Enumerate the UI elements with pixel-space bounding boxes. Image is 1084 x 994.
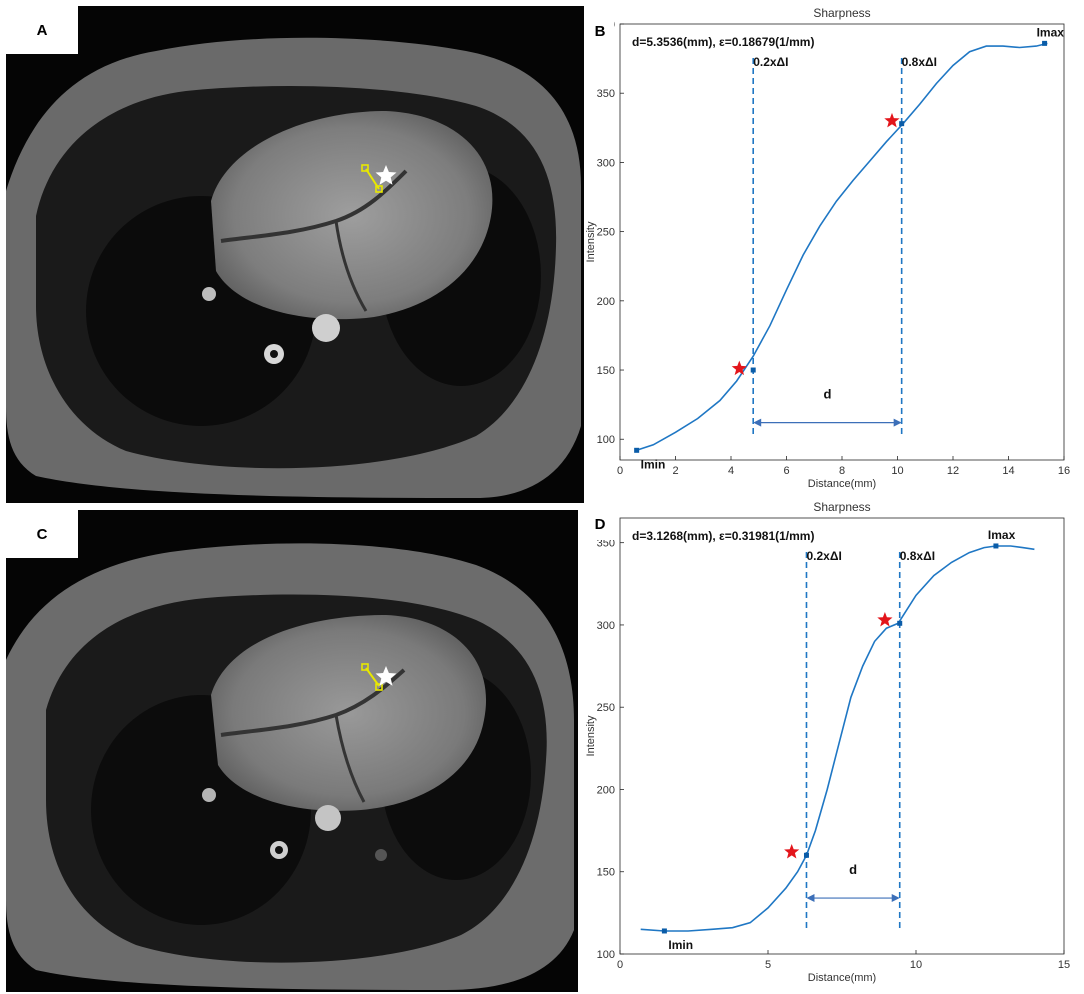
imax-label: Imax [988,528,1016,542]
threshold-point-marker [897,620,903,626]
extreme-point-marker [634,447,640,453]
panel-label-b: B [586,14,614,48]
panel-label-c: C [6,510,78,558]
arrow-head-left [753,418,762,427]
arrow-head-left [806,894,815,903]
imin-label: Imin [641,457,666,471]
x-tick-label: 15 [1058,959,1070,971]
plot-area [619,23,1065,461]
y-tick-label: 350 [597,88,615,100]
x-tick-label: 0 [617,959,623,971]
arrow-head-right [893,418,902,427]
threshold-label: 0.8xΔI [900,549,935,563]
y-tick-label: 200 [597,784,615,796]
x-axis-label: Distance(mm) [808,478,876,490]
chart-d-svg: Sharpness 0 5 10 15 100 150 200 250 300 350 Distanc… [585,500,1070,984]
distance-label: d [823,387,831,402]
extreme-point-marker [993,543,999,549]
mri-image-a [6,6,584,503]
x-tick-label: 12 [947,465,959,477]
mri-image-c [6,510,578,992]
x-tick-label: 4 [728,465,734,477]
y-tick-label: 350 [597,538,615,550]
y-tick-label: 150 [597,867,615,879]
y-axis-label: Intensity [585,221,597,262]
y-tick-label: 100 [597,949,615,961]
sharpness-annotation: d=5.3536(mm), ε=0.18679(1/mm) [632,35,814,49]
distance-label: d [849,862,857,877]
imin-label: Imin [668,938,693,952]
sharpness-chart-b: Sharpness 0 2 4 6 8 10 12 14 16 100 150 200 250 300 350… [580,0,1084,500]
red-star-icon [884,112,900,128]
sharpness-annotation: d=3.1268(mm), ε=0.31981(1/mm) [632,529,814,543]
threshold-point-marker [750,367,756,373]
x-tick-label: 0 [617,465,623,477]
y-tick-label: 300 [597,620,615,632]
red-star-icon [731,360,747,376]
chart-b-svg: Sharpness 0 2 4 6 8 10 12 14 16 100 150 200 250 300 350… [585,6,1070,490]
extreme-point-marker [1042,40,1048,46]
white-star-icon [375,165,397,185]
y-tick-label: 300 [597,157,615,169]
threshold-label: 0.2xΔI [753,55,788,69]
plot-area [619,517,1065,955]
extreme-point-marker [661,928,667,934]
y-tick-label: 250 [597,227,615,239]
y-tick-label: 150 [597,365,615,377]
y-tick-label: 200 [597,296,615,308]
x-tick-label: 6 [783,465,789,477]
threshold-label: 0.8xΔI [902,55,937,69]
chart-title: Sharpness [813,6,870,20]
sharpness-chart-d: Sharpness 0 5 10 15 100 150 200 250 300 350 Distanc… [580,494,1084,994]
x-tick-label: 16 [1058,465,1070,477]
threshold-point-marker [899,121,905,127]
x-tick-label: 14 [1002,465,1014,477]
y-tick-label: 100 [597,434,615,446]
x-tick-label: 5 [765,959,771,971]
intensity-profile-line [640,545,1035,932]
white-star-icon [375,666,397,686]
threshold-point-marker [803,852,809,858]
chart-title: Sharpness [813,500,870,514]
x-tick-label: 2 [672,465,678,477]
intensity-profile-line [636,42,1048,452]
y-tick-label: 250 [597,702,615,714]
y-axis-label: Intensity [585,715,597,756]
panel-label-d: D [586,508,614,540]
panel-label-a: A [6,6,78,54]
x-tick-label: 10 [910,959,922,971]
x-axis-label: Distance(mm) [808,972,876,984]
x-tick-label: 10 [891,465,903,477]
imax-label: Imax [1037,25,1065,39]
x-tick-label: 8 [839,465,845,477]
threshold-label: 0.2xΔI [806,549,841,563]
red-star-icon [784,844,800,859]
red-star-icon [877,612,893,627]
arrow-head-right [891,894,900,903]
